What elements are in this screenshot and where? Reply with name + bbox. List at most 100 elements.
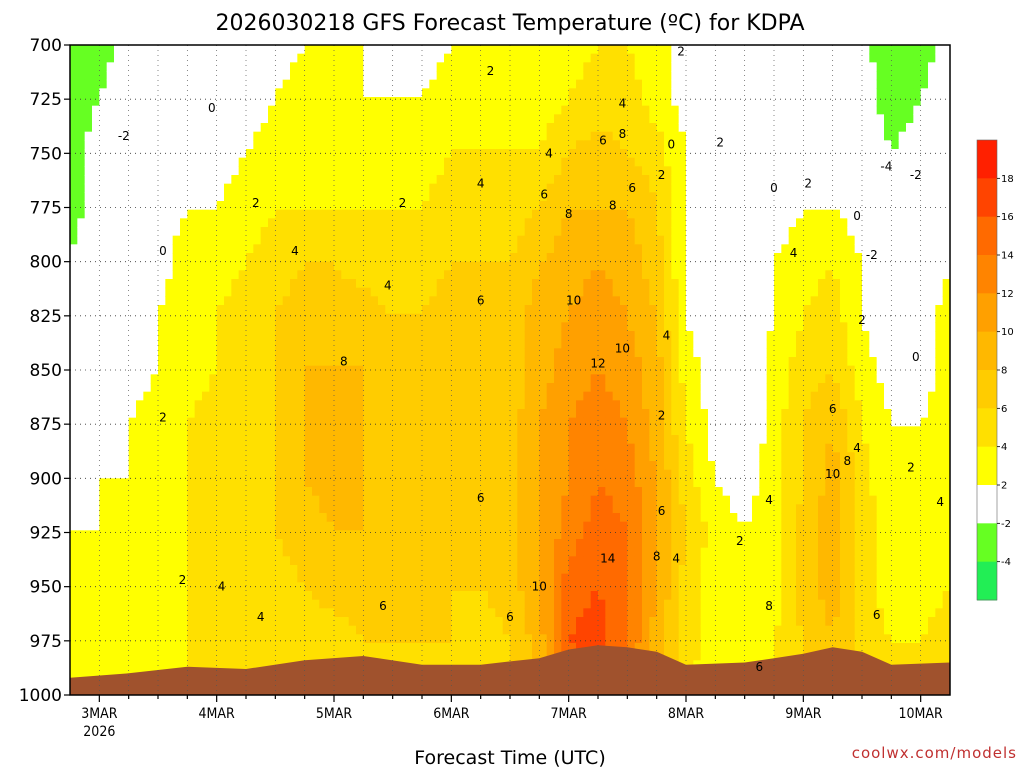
temperature-cell <box>524 374 533 384</box>
temperature-cell <box>326 287 335 297</box>
temperature-cell <box>275 599 284 609</box>
temperature-cell <box>356 105 364 115</box>
temperature-cell <box>158 313 166 323</box>
temperature-cell <box>495 88 504 98</box>
temperature-cell <box>238 513 247 523</box>
temperature-cell <box>238 539 247 549</box>
temperature-cell <box>77 175 86 185</box>
temperature-cell <box>253 149 262 159</box>
temperature-cell <box>532 617 540 627</box>
temperature-cell <box>385 426 394 436</box>
temperature-cell <box>392 461 401 471</box>
temperature-cell <box>429 192 438 202</box>
temperature-cell <box>480 383 489 393</box>
temperature-cell <box>466 79 474 89</box>
temperature-cell <box>400 565 408 575</box>
temperature-cell <box>172 556 181 566</box>
temperature-cell <box>180 443 188 453</box>
temperature-cell <box>172 643 181 653</box>
temperature-cell <box>429 331 438 341</box>
temperature-cell <box>510 383 518 393</box>
temperature-cell <box>348 617 357 627</box>
temperature-cell <box>326 235 335 245</box>
temperature-cell <box>194 227 203 237</box>
temperature-cell <box>224 591 232 601</box>
temperature-cell <box>363 339 372 349</box>
temperature-cell <box>70 331 78 341</box>
temperature-cell <box>70 495 78 505</box>
temperature-cell <box>407 71 416 81</box>
temperature-cell <box>246 487 254 497</box>
temperature-cell <box>253 426 262 436</box>
temperature-cell <box>473 114 482 124</box>
temperature-cell <box>326 547 335 557</box>
temperature-cell <box>231 435 240 445</box>
temperature-cell <box>466 53 474 63</box>
temperature-cell <box>224 140 232 150</box>
temperature-cell <box>334 114 342 124</box>
temperature-cell <box>407 88 416 98</box>
temperature-cell <box>216 270 225 280</box>
temperature-cell <box>444 149 452 159</box>
temperature-cell <box>451 157 460 167</box>
temperature-cell <box>158 88 166 98</box>
temperature-cell <box>128 365 137 375</box>
temperature-cell <box>224 495 232 505</box>
temperature-cell <box>165 643 174 653</box>
temperature-cell <box>246 183 254 193</box>
temperature-cell <box>70 660 78 670</box>
temperature-cell <box>260 374 269 384</box>
temperature-cell <box>510 539 518 549</box>
temperature-cell <box>517 478 526 488</box>
temperature-cell <box>444 218 452 228</box>
temperature-cell <box>246 296 254 306</box>
temperature-cell <box>84 539 93 549</box>
temperature-cell <box>253 582 262 592</box>
temperature-cell <box>238 495 247 505</box>
temperature-cell <box>458 591 467 601</box>
temperature-cell <box>194 209 203 219</box>
temperature-cell <box>224 88 232 98</box>
temperature-cell <box>187 582 196 592</box>
temperature-cell <box>202 426 210 436</box>
temperature-cell <box>334 149 342 159</box>
temperature-cell <box>209 608 218 618</box>
temperature-cell <box>422 487 430 497</box>
temperature-cell <box>143 617 152 627</box>
temperature-cell <box>444 131 452 141</box>
temperature-cell <box>304 331 313 341</box>
temperature-cell <box>290 469 298 479</box>
temperature-cell <box>378 53 386 63</box>
temperature-cell <box>187 357 196 367</box>
temperature-cell <box>473 131 482 141</box>
temperature-cell <box>304 357 313 367</box>
temperature-cell <box>209 409 218 419</box>
temperature-cell <box>165 114 174 124</box>
temperature-cell <box>422 547 430 557</box>
temperature-cell <box>194 183 203 193</box>
temperature-cell <box>510 487 518 497</box>
temperature-cell <box>414 383 423 393</box>
temperature-cell <box>334 88 342 98</box>
temperature-cell <box>224 461 232 471</box>
temperature-cell <box>297 209 306 219</box>
temperature-cell <box>304 452 313 462</box>
temperature-cell <box>246 521 254 531</box>
temperature-cell <box>502 513 511 523</box>
temperature-cell <box>429 443 438 453</box>
temperature-cell <box>319 131 328 141</box>
temperature-cell <box>466 157 474 167</box>
temperature-cell <box>121 88 130 98</box>
temperature-cell <box>436 79 445 89</box>
temperature-cell <box>282 62 291 72</box>
temperature-cell <box>348 157 357 167</box>
temperature-cell <box>231 183 240 193</box>
temperature-cell <box>290 435 298 445</box>
temperature-cell <box>348 400 357 410</box>
temperature-cell <box>488 105 496 115</box>
temperature-cell <box>378 400 386 410</box>
temperature-cell <box>304 478 313 488</box>
temperature-cell <box>268 253 276 263</box>
temperature-cell <box>341 565 350 575</box>
temperature-cell <box>546 71 555 81</box>
